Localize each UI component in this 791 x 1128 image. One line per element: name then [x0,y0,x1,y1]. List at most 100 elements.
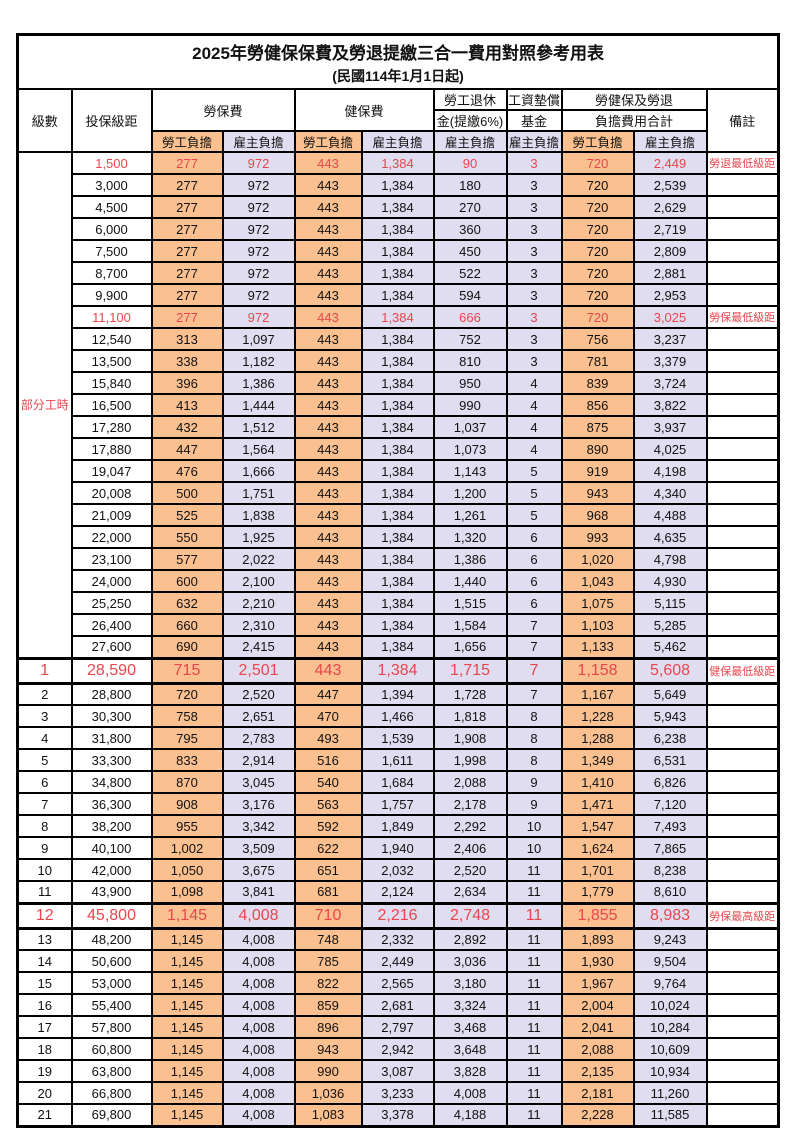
total-employer-cell: 8,238 [632,858,708,882]
table-row: 16 55,400 1,145 4,008 859 2,681 3,324 11 2,004 10… [16,993,780,1017]
wage-fund-employer-cell: 5 [505,503,563,527]
health-ins-employee-cell: 443 [293,305,363,329]
health-ins-employer-cell: 1,384 [360,393,435,417]
pension-employer-cell: 1,440 [432,569,508,593]
table-row: 6 34,800 870 3,045 540 1,684 2,088 9 1,410 6,826 [16,770,780,794]
wage-fund-employer-cell: 11 [505,880,563,904]
wage-fund-employer-cell: 8 [505,726,563,750]
pension-employer-cell: 1,515 [432,591,508,615]
level-cell: 16 [16,993,73,1017]
pension-employer-cell: 1,200 [432,481,508,505]
table-row: 4,500 277 972 443 1,384 270 3 720 2,629 [18,195,780,219]
health-ins-employee-cell: 443 [293,371,363,395]
labor-ins-employer-cell: 972 [221,283,296,307]
labor-ins-employer-cell: 972 [221,261,296,285]
total-employer-cell: 5,462 [632,635,708,659]
total-employer-cell: 5,285 [632,613,708,637]
wage-fund-employer-cell: 3 [505,217,563,241]
labor-ins-employer-cell: 972 [221,151,296,175]
total-employer-cell: 11,585 [632,1103,708,1127]
pension-employer-cell: 3,180 [432,971,508,995]
health-ins-employee-cell: 443 [293,349,363,373]
wage-fund-employer-cell: 7 [505,613,563,637]
bracket-cell: 38,200 [70,814,153,838]
health-ins-employee-cell: 443 [293,656,363,685]
labor-ins-employer-cell: 2,022 [221,547,296,571]
bracket-cell: 40,100 [70,836,153,860]
wage-fund-employer-cell: 11 [505,993,563,1017]
labor-ins-employee-cell: 476 [150,459,224,483]
labor-ins-employee-cell: 277 [150,239,224,263]
health-ins-employee-cell: 443 [293,239,363,263]
pension-employer-cell: 1,073 [432,437,508,461]
labor-ins-employer-cell: 2,520 [221,682,296,706]
bracket-cell: 23,100 [70,547,153,571]
pension-employer-cell: 1,715 [432,656,508,685]
labor-ins-employer-cell: 3,675 [221,858,296,882]
pension-employer-cell: 950 [432,371,508,395]
pension-employer-cell: 1,320 [432,525,508,549]
remark-cell [705,1059,780,1083]
pension-employer-cell: 1,037 [432,415,508,439]
pension-employer-cell: 1,728 [432,682,508,706]
total-employer-cell: 9,243 [632,927,708,951]
wage-fund-employer-cell: 3 [505,327,563,351]
pension-employer-cell: 2,292 [432,814,508,838]
total-employee-cell: 1,228 [560,704,635,728]
level-cell: 10 [16,858,73,882]
labor-ins-employee-cell: 758 [150,704,224,728]
table-row: 23,100 577 2,022 443 1,384 1,386 6 1,020 4,798 [18,547,780,571]
health-ins-employee-cell: 443 [293,635,363,659]
wage-fund-employer-cell: 11 [505,971,563,995]
table-row: 9,900 277 972 443 1,384 594 3 720 2,953 [18,283,780,307]
wage-fund-employer-cell: 11 [505,1103,563,1127]
pension-employer-cell: 3,036 [432,949,508,973]
labor-ins-employee-cell: 1,145 [150,1037,224,1061]
table-row: 12 45,800 1,145 4,008 710 2,216 2,748 11 1,855 8,… [16,901,780,930]
level-cell: 19 [16,1059,73,1083]
labor-ins-employee-cell: 413 [150,393,224,417]
remark-cell [705,437,780,461]
wage-fund-employer-cell: 9 [505,770,563,794]
table-row: 19,047 476 1,666 443 1,384 1,143 5 919 4,198 [18,459,780,483]
col-header-pension-line1: 勞工退休 [432,88,508,111]
part-time-group-label: 部分工時 [16,151,73,659]
bracket-cell: 12,540 [70,327,153,351]
bracket-cell: 50,600 [70,949,153,973]
remark-cell [705,770,780,794]
remark-cell [705,349,780,373]
total-employer-cell: 4,025 [632,437,708,461]
pension-employer-cell: 3,468 [432,1015,508,1039]
remark-cell [705,459,780,483]
health-ins-employer-cell: 1,384 [360,239,435,263]
pension-employer-cell: 450 [432,239,508,263]
total-employer-cell: 3,379 [632,349,708,373]
wage-fund-employer-cell: 4 [505,393,563,417]
bracket-cell: 43,900 [70,880,153,904]
total-employer-cell: 4,798 [632,547,708,571]
bracket-cell: 3,000 [70,173,153,197]
labor-ins-employee-cell: 338 [150,349,224,373]
wage-fund-employer-cell: 3 [505,173,563,197]
labor-ins-employer-cell: 972 [221,173,296,197]
labor-ins-employee-cell: 690 [150,635,224,659]
pension-employer-cell: 3,648 [432,1037,508,1061]
remark-cell [705,613,780,637]
labor-ins-employee-cell: 1,145 [150,1103,224,1127]
labor-ins-employer-cell: 1,512 [221,415,296,439]
bracket-cell: 48,200 [70,927,153,951]
health-ins-employee-cell: 443 [293,173,363,197]
remark-cell [705,635,780,659]
labor-ins-employer-cell: 972 [221,305,296,329]
total-employee-cell: 1,158 [560,656,635,685]
labor-ins-employer-cell: 2,914 [221,748,296,772]
pension-employer-cell: 2,088 [432,770,508,794]
total-employer-cell: 2,449 [632,151,708,175]
bracket-cell: 33,300 [70,748,153,772]
labor-ins-employer-cell: 972 [221,195,296,219]
total-employer-cell: 3,724 [632,371,708,395]
table-row: 3 30,300 758 2,651 470 1,466 1,818 8 1,228 5,943 [16,704,780,728]
health-ins-employee-cell: 443 [293,591,363,615]
labor-ins-employer-cell: 2,783 [221,726,296,750]
remark-cell [705,327,780,351]
